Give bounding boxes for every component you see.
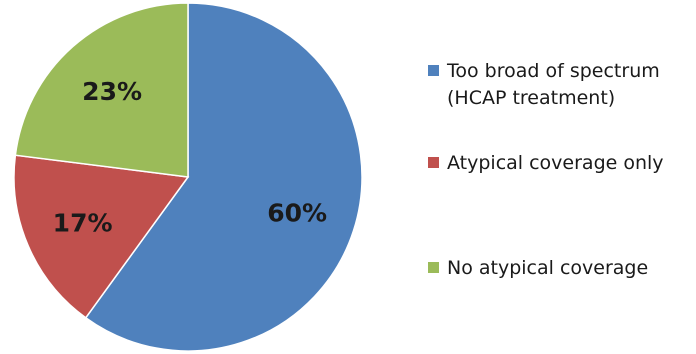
data-label-atypical-coverage-only: 17% — [53, 209, 113, 238]
legend-swatch-atypical-coverage-only — [428, 157, 439, 168]
data-label-too-broad-of-spectrum: 60% — [267, 199, 327, 228]
legend-swatch-too-broad-of-spectrum — [428, 65, 439, 76]
legend-swatch-no-atypical-coverage — [428, 262, 439, 273]
pie-slice-atypical-coverage-only — [13, 154, 190, 319]
pie-slices — [13, 2, 363, 352]
pie-slice-no-atypical-coverage — [14, 2, 189, 178]
pie-slice-too-broad-of-spectrum — [84, 2, 363, 352]
pie-data-labels: 60% 17% 23% — [53, 77, 327, 238]
legend: Too broad of spectrum (HCAP treatment) Aty… — [428, 60, 664, 279]
legend-label-atypical-coverage-only: Atypical coverage only — [447, 152, 664, 174]
data-label-no-atypical-coverage: 23% — [82, 77, 142, 106]
legend-label-no-atypical-coverage: No atypical coverage — [447, 257, 648, 279]
legend-label-too-broad-of-spectrum: Too broad of spectrum (HCAP treatment) — [446, 60, 660, 109]
